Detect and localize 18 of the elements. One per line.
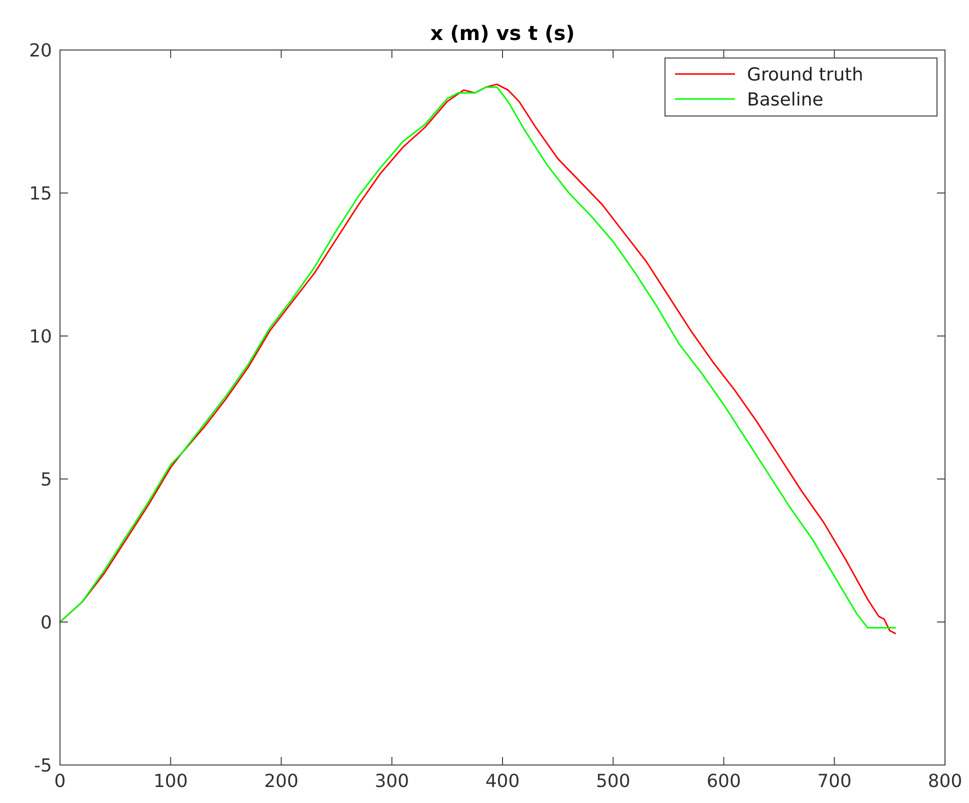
x-tick-label: 0	[54, 771, 66, 792]
x-tick-label: 400	[485, 771, 520, 792]
y-tick-label: 10	[29, 326, 52, 348]
y-tick-label: 20	[29, 40, 52, 62]
legend-label: Ground truth	[747, 64, 864, 86]
x-tick-label: 200	[264, 771, 298, 792]
y-tick-label: -5	[34, 755, 52, 776]
x-tick-label: 600	[706, 771, 741, 792]
y-tick-label: 0	[40, 612, 52, 634]
legend-label: Baseline	[747, 89, 824, 110]
y-tick-label: 5	[40, 469, 52, 490]
x-tick-label: 700	[817, 771, 852, 792]
x-tick-label: 500	[596, 771, 630, 792]
chart-title: x (m) vs t (s)	[430, 21, 575, 45]
x-tick-label: 300	[374, 771, 410, 792]
y-tick-label: 15	[29, 183, 52, 204]
x-tick-label: 800	[928, 771, 962, 792]
x-tick-label: 100	[153, 771, 188, 792]
